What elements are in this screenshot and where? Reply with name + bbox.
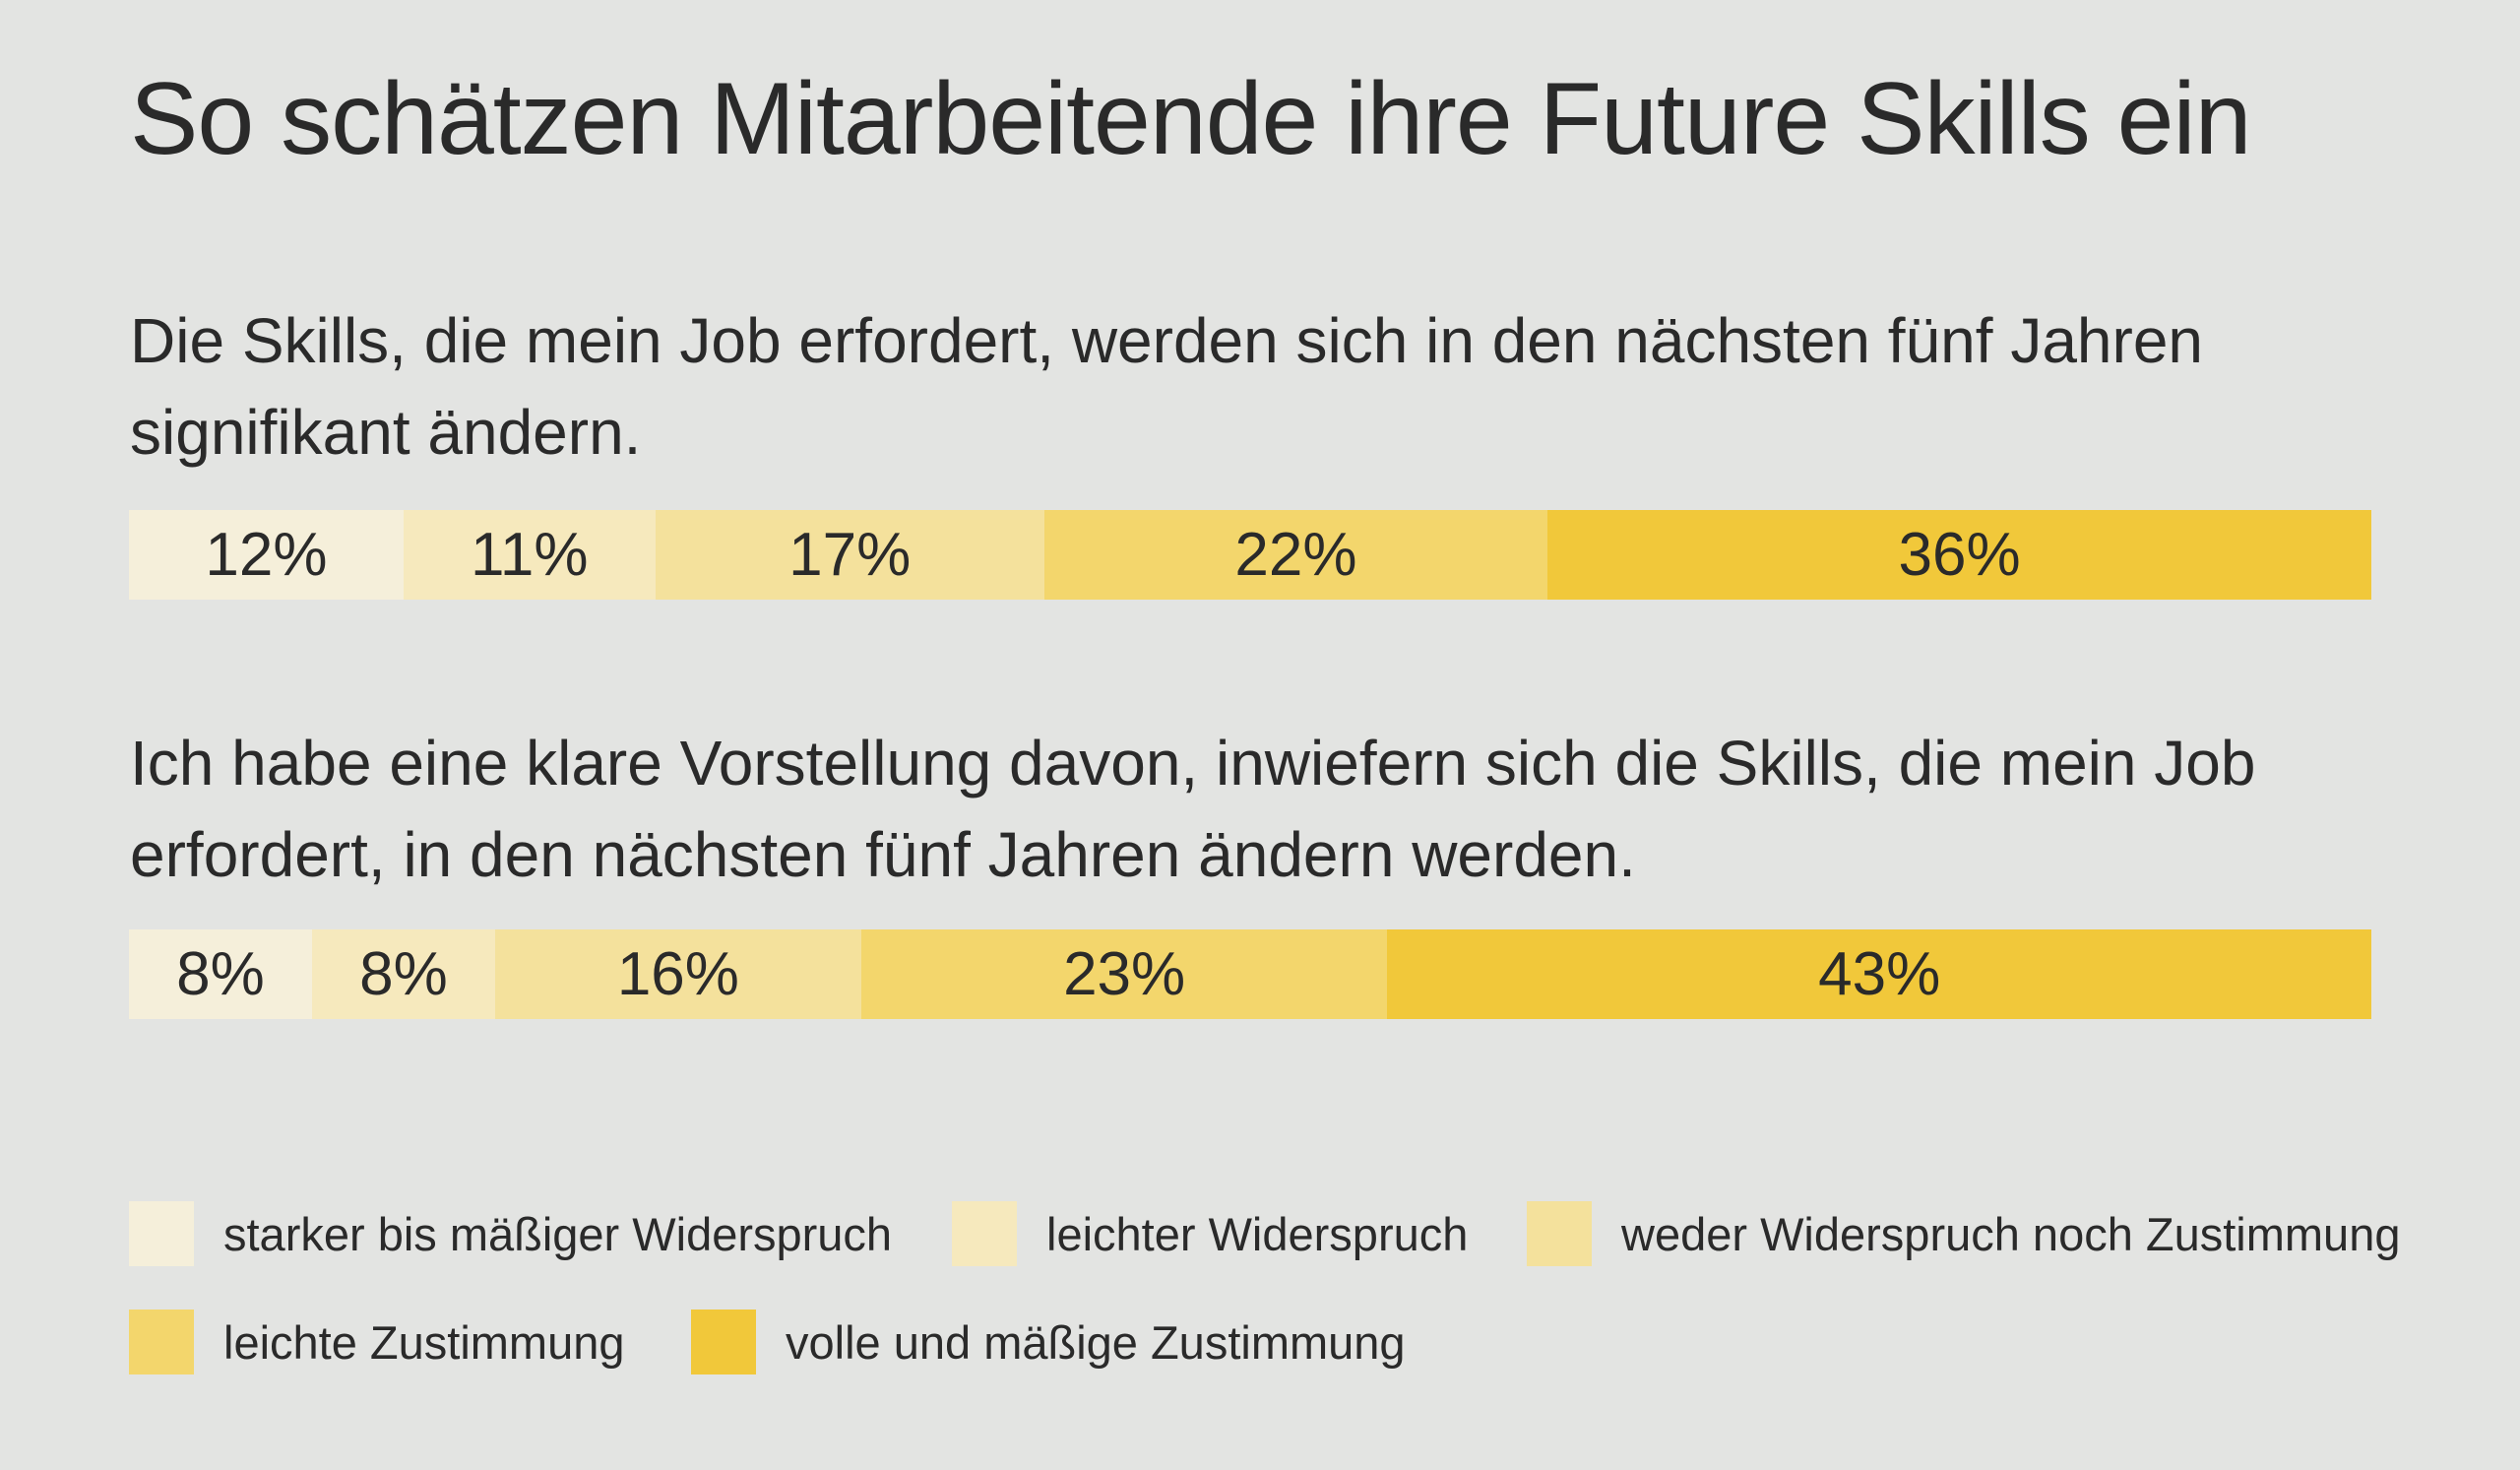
legend-label: volle und mäßige Zustimmung bbox=[786, 1315, 1406, 1369]
legend-label: leichter Widerspruch bbox=[1046, 1207, 1469, 1260]
stacked-bar: 12% 11% 17% 22% 36% bbox=[129, 510, 2371, 600]
value-label: 12% bbox=[205, 521, 328, 589]
legend-swatch bbox=[129, 1310, 194, 1374]
bar-segment: 22% bbox=[1043, 510, 1548, 600]
stacked-bar: 8% 8% 16% 23% 43% bbox=[129, 929, 2371, 1019]
bar-segment: 43% bbox=[1387, 929, 2371, 1019]
legend-label: starker bis mäßiger Widerspruch bbox=[223, 1207, 893, 1260]
value-label: 36% bbox=[1898, 521, 2021, 589]
bar-segment: 23% bbox=[860, 929, 1388, 1019]
value-label: 11% bbox=[471, 521, 589, 589]
bar-segment: 17% bbox=[655, 510, 1044, 600]
chart-title: So schätzen Mitarbeitende ihre Future Sk… bbox=[130, 62, 2251, 176]
value-label: 17% bbox=[788, 521, 912, 589]
legend-label: leichte Zustimmung bbox=[223, 1315, 625, 1369]
legend-swatch bbox=[952, 1201, 1017, 1266]
bar-segment: 36% bbox=[1547, 510, 2371, 600]
legend-swatch bbox=[691, 1310, 756, 1374]
bar-segment: 12% bbox=[129, 510, 404, 600]
question: Ich habe eine klare Vorstellung davon, i… bbox=[130, 728, 2256, 890]
value-label: 8% bbox=[359, 940, 448, 1008]
legend-item: leichter Widerspruch bbox=[952, 1201, 1468, 1266]
legend-swatch bbox=[1527, 1201, 1592, 1266]
legend-item: starker bis mäßiger Widerspruch bbox=[129, 1201, 892, 1266]
legend-item: weder Widerspruch noch Zustimmung bbox=[1527, 1201, 2400, 1266]
question: Die Skills, die mein Job erfordert, werd… bbox=[130, 305, 2203, 468]
legend-swatch bbox=[129, 1201, 194, 1266]
bar-segment: 8% bbox=[129, 929, 312, 1019]
value-label: 16% bbox=[616, 940, 739, 1008]
bar-segment: 8% bbox=[311, 929, 495, 1019]
value-label: 23% bbox=[1063, 940, 1186, 1008]
legend-label: weder Widerspruch noch Zustimmung bbox=[1621, 1207, 2401, 1260]
legend-item: leichte Zustimmung bbox=[129, 1310, 625, 1374]
value-label: 43% bbox=[1818, 940, 1941, 1008]
legend-item: volle und mäßige Zustimmung bbox=[691, 1310, 1406, 1374]
value-label: 22% bbox=[1234, 521, 1357, 589]
bar-segment: 11% bbox=[403, 510, 656, 600]
value-label: 8% bbox=[176, 940, 265, 1008]
bar-segment: 16% bbox=[494, 929, 861, 1019]
